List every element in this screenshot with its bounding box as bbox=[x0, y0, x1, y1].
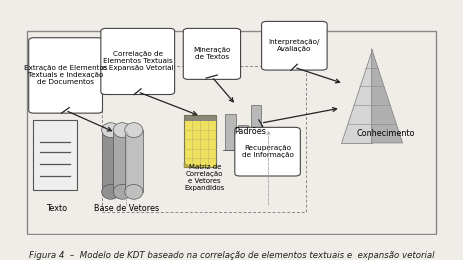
Bar bbox=[184, 115, 216, 167]
FancyBboxPatch shape bbox=[33, 120, 77, 190]
Bar bbox=[27, 31, 436, 234]
Ellipse shape bbox=[113, 184, 131, 199]
Text: Figura 4  –  Modelo de KDT baseado na correlação de elementos textuais e  expans: Figura 4 – Modelo de KDT baseado na corr… bbox=[29, 251, 434, 260]
Polygon shape bbox=[341, 49, 372, 143]
Text: Interpretação/
Avaliação: Interpretação/ Avaliação bbox=[269, 39, 320, 52]
Bar bbox=[102, 130, 120, 192]
FancyBboxPatch shape bbox=[262, 21, 327, 70]
Text: Padrões: Padrões bbox=[234, 127, 266, 136]
Bar bbox=[113, 130, 131, 192]
Ellipse shape bbox=[113, 123, 131, 138]
Polygon shape bbox=[184, 163, 192, 167]
Bar bbox=[251, 105, 261, 150]
Ellipse shape bbox=[125, 123, 143, 138]
Text: Matriz de
Correlação
e Vetores
Expandidos: Matriz de Correlação e Vetores Expandido… bbox=[185, 164, 225, 191]
Text: Recuperação
de Informação: Recuperação de Informação bbox=[242, 145, 294, 158]
Text: Texto: Texto bbox=[46, 204, 67, 213]
Polygon shape bbox=[372, 49, 402, 143]
Text: Conhecimento: Conhecimento bbox=[357, 129, 415, 138]
Bar bbox=[238, 126, 248, 150]
Ellipse shape bbox=[125, 184, 143, 199]
FancyBboxPatch shape bbox=[235, 127, 300, 176]
FancyBboxPatch shape bbox=[29, 38, 102, 113]
Bar bbox=[184, 121, 216, 167]
FancyBboxPatch shape bbox=[183, 28, 241, 79]
Bar bbox=[225, 114, 236, 150]
Ellipse shape bbox=[102, 184, 120, 199]
Text: Extração de Elementos
Textuais e Indexação
de Documentos: Extração de Elementos Textuais e Indexaç… bbox=[24, 66, 107, 86]
Ellipse shape bbox=[102, 123, 120, 138]
Bar bbox=[125, 130, 143, 192]
Text: Base de Vetores: Base de Vetores bbox=[94, 204, 159, 213]
Bar bbox=[184, 115, 216, 121]
Text: Correlação de
Elementos Textuais
e Expansão Vetorial: Correlação de Elementos Textuais e Expan… bbox=[102, 51, 174, 72]
Text: Mineração
de Textos: Mineração de Textos bbox=[193, 47, 231, 60]
Bar bbox=[102, 66, 306, 212]
FancyBboxPatch shape bbox=[101, 28, 175, 95]
